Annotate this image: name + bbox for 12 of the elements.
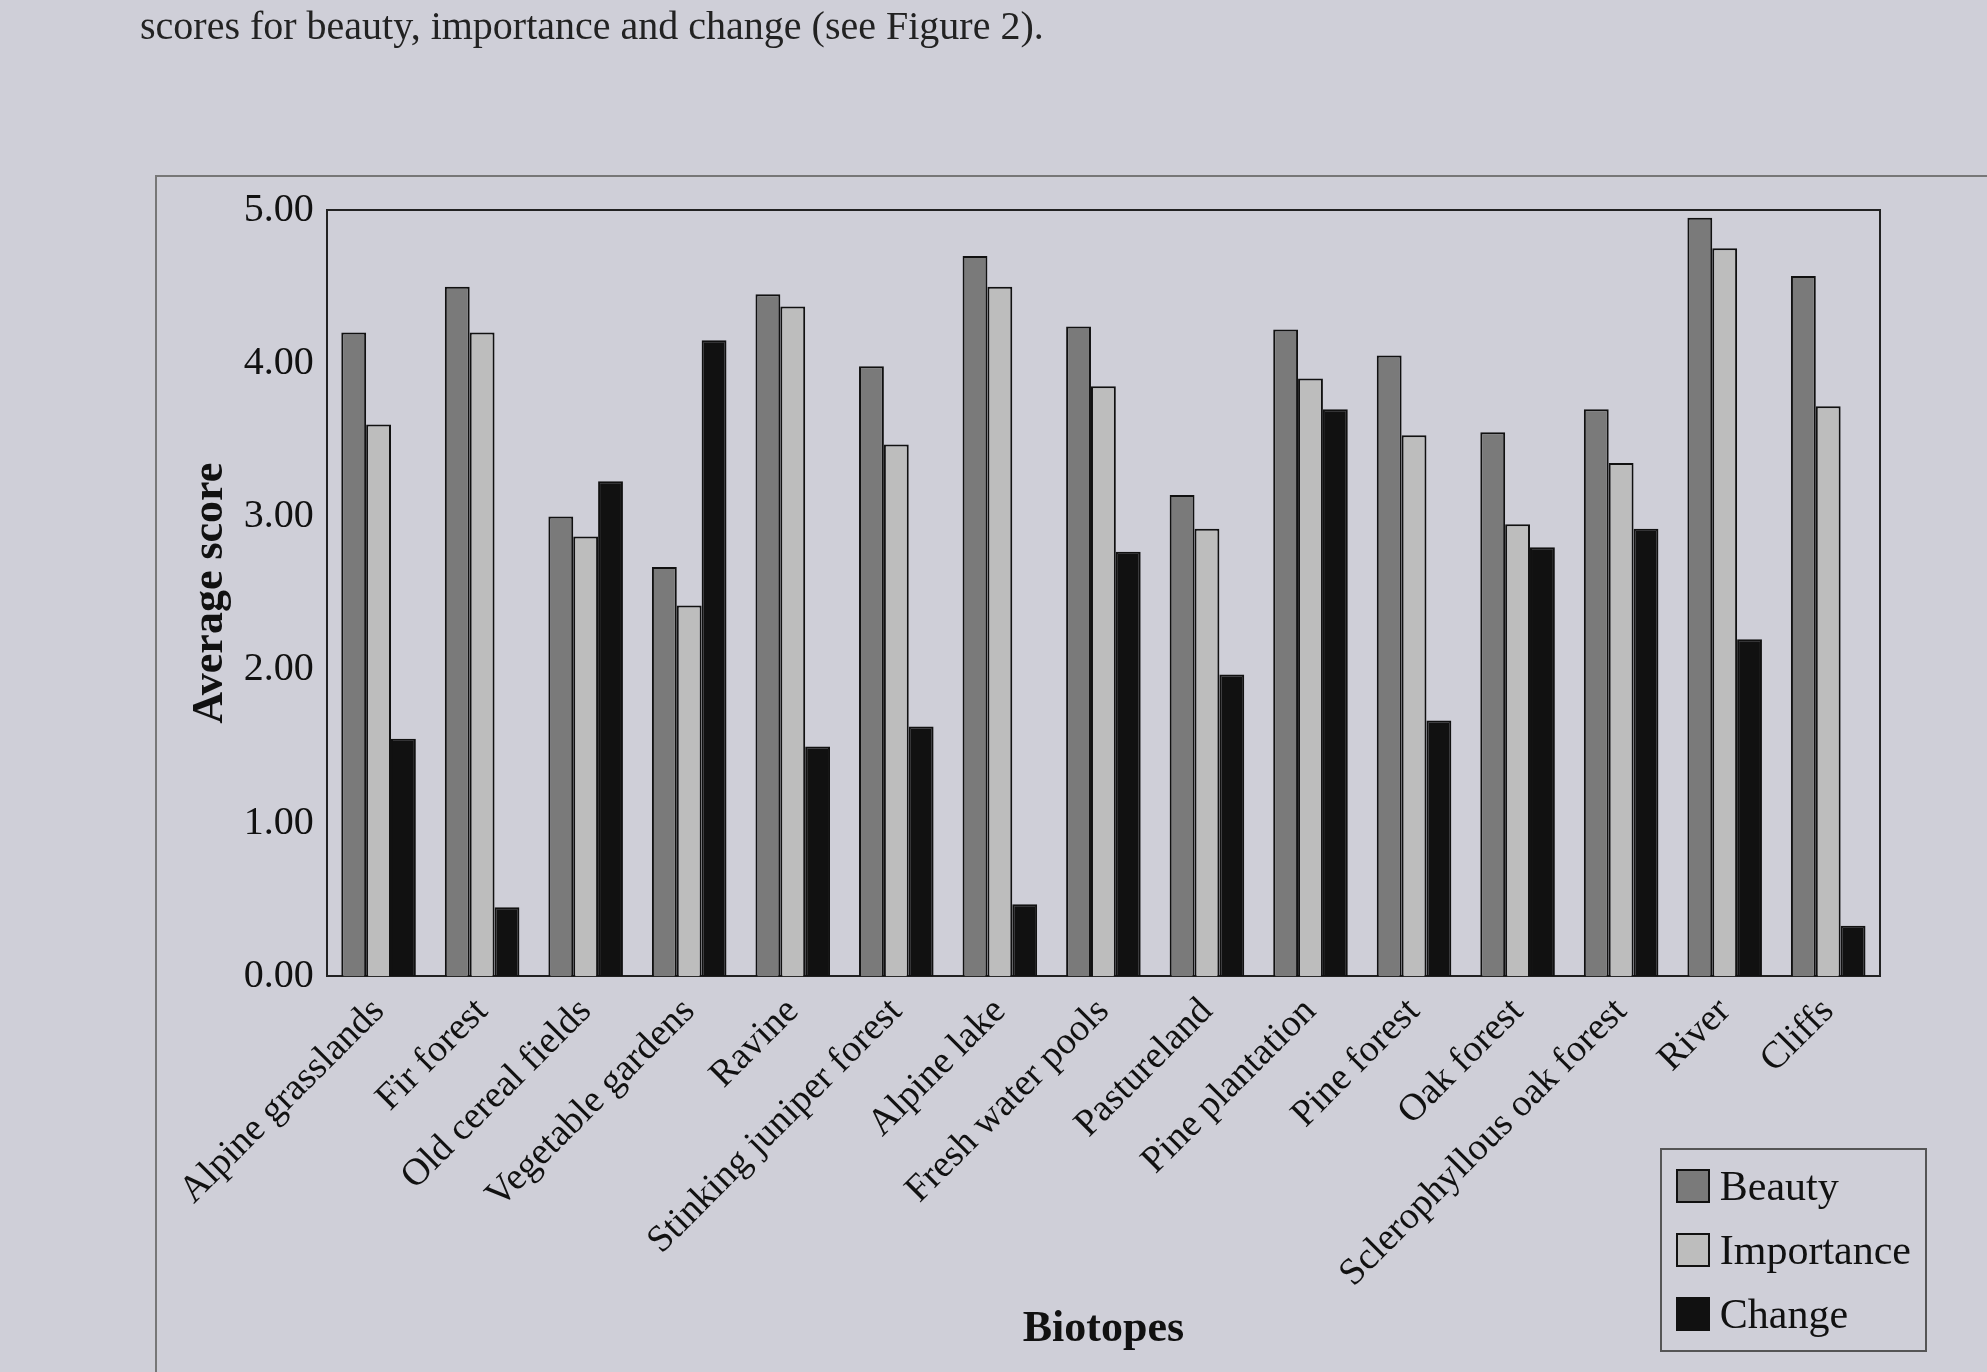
legend-label: Beauty: [1719, 1162, 1839, 1210]
x-axis-title: Biotopes: [1022, 1301, 1185, 1351]
y-axis-title: Average score: [182, 462, 232, 724]
legend-label: Change: [1719, 1290, 1849, 1338]
legend-label: Importance: [1719, 1226, 1911, 1274]
y-tick-label: 3.00: [243, 491, 314, 537]
y-tick-label: 4.00: [243, 337, 314, 383]
y-tick-label: 0.00: [243, 950, 314, 996]
y-tick-label: 5.00: [243, 184, 314, 230]
text: scores for beauty, importance and change (see Figure 2).: [140, 2, 1044, 49]
y-tick-label: 1.00: [243, 797, 314, 843]
y-tick-label: 2.00: [243, 644, 314, 690]
